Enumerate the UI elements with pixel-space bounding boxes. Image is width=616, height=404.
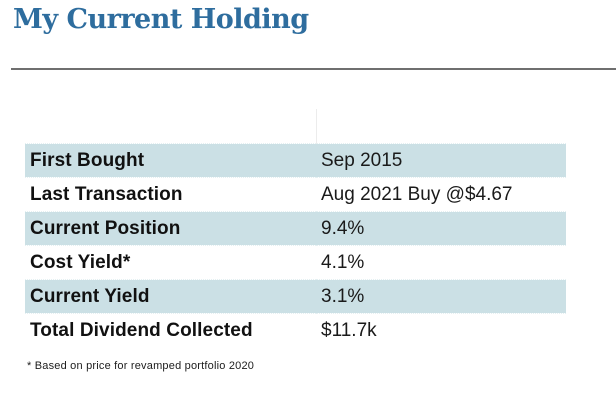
row-label: Current Position	[25, 211, 316, 246]
row-label: Cost Yield*	[25, 245, 316, 280]
table-row: Total Dividend Collected $11.7k	[25, 313, 566, 347]
row-label: Current Yield	[25, 279, 316, 314]
table-row: Current Yield 3.1%	[25, 279, 566, 314]
row-label: Total Dividend Collected	[25, 313, 316, 347]
header-value-cell	[316, 109, 566, 144]
row-value: Sep 2015	[316, 143, 566, 178]
table-row: Last Transaction Aug 2021 Buy @$4.67	[25, 177, 566, 212]
row-value: Aug 2021 Buy @$4.67	[316, 177, 566, 212]
table-header-row	[25, 109, 566, 144]
page-title: My Current Holding	[13, 4, 309, 35]
row-label: Last Transaction	[25, 177, 316, 212]
table-row: Current Position 9.4%	[25, 211, 566, 246]
row-value: 3.1%	[316, 279, 566, 314]
table-row: First Bought Sep 2015	[25, 143, 566, 178]
row-value: 4.1%	[316, 245, 566, 280]
header-label-cell	[25, 109, 317, 144]
row-value: $11.7k	[316, 313, 566, 347]
row-label: First Bought	[25, 143, 316, 178]
footnote: * Based on price for revamped portfolio …	[27, 360, 255, 372]
holding-summary-table: First Bought Sep 2015 Last Transaction A…	[25, 109, 566, 347]
title-divider-rule	[11, 68, 616, 70]
row-value: 9.4%	[316, 211, 566, 246]
table-row: Cost Yield* 4.1%	[25, 245, 566, 280]
